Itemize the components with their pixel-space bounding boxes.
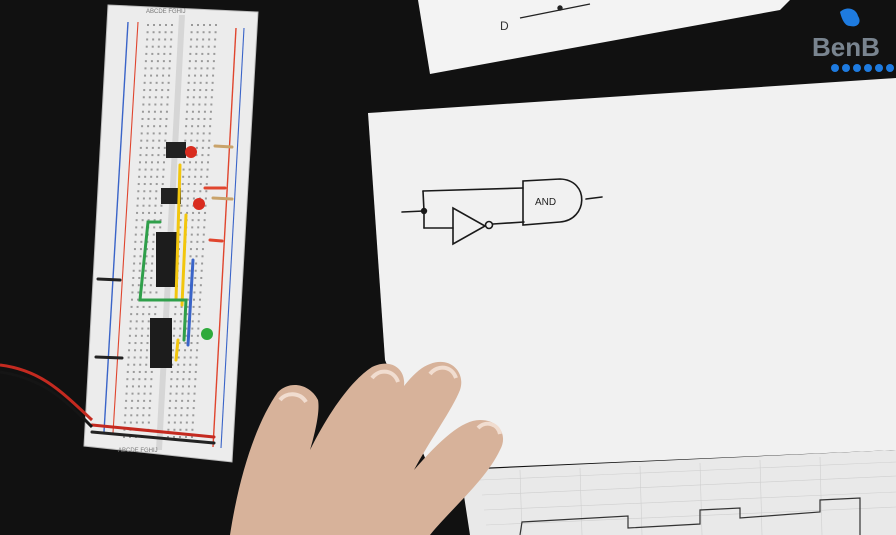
and-gate-label: AND	[535, 197, 556, 208]
main-paper	[368, 78, 896, 470]
led-red-1	[185, 146, 197, 158]
ic-chip-1	[156, 232, 178, 287]
push-button-1	[166, 142, 186, 158]
paper-top-label: D	[500, 19, 509, 33]
paper-top-sketch	[519, 3, 591, 19]
graph-grid	[479, 456, 896, 535]
logic-sketch	[401, 178, 603, 246]
power-leads	[0, 363, 94, 429]
jumper-wires	[90, 163, 227, 445]
logo-text: BenB	[812, 32, 880, 62]
graph-paper	[460, 450, 896, 535]
logo-dots	[831, 64, 894, 72]
push-button-2	[161, 188, 181, 204]
breadboard-top-letters: ABCDE FGHIJ	[146, 9, 186, 15]
benb-logo: BenB	[812, 8, 894, 72]
led-green	[201, 328, 213, 340]
led-red-2	[193, 198, 205, 210]
paper-top	[418, 0, 790, 74]
breadboard-bottom-letters: ABCDE FGHIJ	[118, 448, 158, 454]
bird-icon	[840, 8, 860, 27]
timing-waveform	[519, 497, 861, 535]
resistors	[211, 144, 234, 201]
hand	[230, 361, 504, 535]
ic-chip-2	[150, 318, 172, 368]
